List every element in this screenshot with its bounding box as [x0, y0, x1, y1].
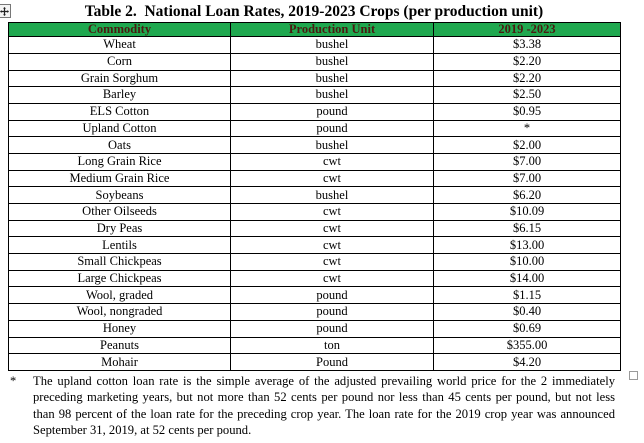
- table-row: Oats bushel $2.00: [8, 136, 621, 154]
- table-row: Large Chickpeas cwt $14.00: [8, 269, 621, 288]
- table-cell[interactable]: Large Chickpeas: [8, 269, 231, 288]
- table-cell[interactable]: $2.20: [433, 69, 621, 88]
- table-cell[interactable]: cwt: [230, 169, 434, 188]
- table-row: Wool, nongraded pound $0.40: [8, 303, 621, 321]
- table-row: Dry Peas cwt $6.15: [8, 219, 621, 238]
- loan-table-header: Commodity Production Unit 2019 -2023: [8, 21, 621, 38]
- table-cell[interactable]: Corn: [8, 52, 231, 71]
- table-cell[interactable]: $2.20: [433, 52, 621, 71]
- table-cell[interactable]: *: [433, 119, 621, 138]
- table-cell[interactable]: Wool, nongraded: [8, 303, 231, 321]
- table-row: Honey pound $0.69: [8, 319, 621, 338]
- table-cell[interactable]: bushel: [230, 52, 434, 71]
- table-cell[interactable]: Peanuts: [8, 336, 231, 355]
- table-cell[interactable]: bushel: [230, 186, 434, 204]
- four-way-arrow-glyph: [0, 6, 9, 16]
- table-row: Wheat bushel $3.38: [8, 36, 621, 54]
- table-row: Lentils cwt $13.00: [8, 236, 621, 255]
- column-header[interactable]: Production Unit: [230, 21, 434, 38]
- table-cell[interactable]: $1.15: [433, 286, 621, 305]
- table-cell[interactable]: $14.00: [433, 269, 621, 288]
- table-cell[interactable]: $3.38: [433, 36, 621, 54]
- table-cell[interactable]: pound: [230, 286, 434, 305]
- table-row: Medium Grain Rice cwt $7.00: [8, 169, 621, 188]
- table-cell[interactable]: $0.40: [433, 303, 621, 321]
- table-cell[interactable]: Mohair: [8, 353, 231, 371]
- table-cell[interactable]: Grain Sorghum: [8, 69, 231, 88]
- table-cell[interactable]: $0.69: [433, 319, 621, 338]
- table-cell[interactable]: Wheat: [8, 36, 231, 54]
- table-row: Long Grain Rice cwt $7.00: [8, 152, 621, 171]
- footnote-line: September 31, 2019, at 52 cents per poun…: [33, 423, 252, 438]
- table-cell[interactable]: pound: [230, 303, 434, 321]
- table-cell[interactable]: Pound: [230, 353, 434, 371]
- table-cell[interactable]: Soybeans: [8, 186, 231, 204]
- table-cell[interactable]: Oats: [8, 136, 231, 154]
- table-cell[interactable]: cwt: [230, 236, 434, 255]
- column-header[interactable]: 2019 -2023: [433, 21, 621, 38]
- table-cell[interactable]: cwt: [230, 253, 434, 271]
- table-cell[interactable]: bushel: [230, 86, 434, 104]
- table-row: Grain Sorghum bushel $2.20: [8, 69, 621, 88]
- loan-table: Commodity Production Unit 2019 -2023 Wheat…: [8, 21, 621, 371]
- table-cell[interactable]: pound: [230, 119, 434, 138]
- table-cell[interactable]: bushel: [230, 136, 434, 154]
- table-cell[interactable]: bushel: [230, 69, 434, 88]
- table-cell[interactable]: Dry Peas: [8, 219, 231, 238]
- table-cell[interactable]: Long Grain Rice: [8, 152, 231, 171]
- table-cell[interactable]: Lentils: [8, 236, 231, 255]
- table-row: ELS Cotton pound $0.95: [8, 102, 621, 121]
- table-cell[interactable]: cwt: [230, 269, 434, 288]
- table-cell[interactable]: $355.00: [433, 336, 621, 355]
- table-cell[interactable]: $4.20: [433, 353, 621, 371]
- table-cell[interactable]: ELS Cotton: [8, 102, 231, 121]
- table-row: Soybeans bushel $6.20: [8, 186, 621, 204]
- footnote-text: The upland cotton loan rate is the simpl…: [33, 373, 615, 439]
- table-cell[interactable]: Wool, graded: [8, 286, 231, 305]
- table-cell[interactable]: ton: [230, 336, 434, 355]
- column-header[interactable]: Commodity: [8, 21, 231, 38]
- table-cell[interactable]: cwt: [230, 219, 434, 238]
- table-row: Upland Cotton pound *: [8, 119, 621, 138]
- table-row: Barley bushel $2.50: [8, 86, 621, 104]
- table-row: Small Chickpeas cwt $10.00: [8, 253, 621, 271]
- footnote-line: preceding marketing years, but not more …: [33, 390, 615, 405]
- table-cell[interactable]: $2.50: [433, 86, 621, 104]
- table-cell[interactable]: $0.95: [433, 102, 621, 121]
- table-cell[interactable]: Medium Grain Rice: [8, 169, 231, 188]
- table-cell[interactable]: $7.00: [433, 152, 621, 171]
- table-title: Table 2. National Loan Rates, 2019-2023 …: [84, 3, 544, 20]
- table-cell[interactable]: Other Oilseeds: [8, 203, 231, 221]
- table-cell[interactable]: Small Chickpeas: [8, 253, 231, 271]
- table-cell[interactable]: $7.00: [433, 169, 621, 188]
- table-cell[interactable]: pound: [230, 319, 434, 338]
- header-row: Commodity Production Unit 2019 -2023: [8, 21, 621, 38]
- table-cell[interactable]: cwt: [230, 203, 434, 221]
- footnote-asterisk: *: [10, 374, 17, 388]
- table-cell[interactable]: cwt: [230, 152, 434, 171]
- anchor-square-icon: [629, 371, 638, 380]
- table-cell[interactable]: $6.15: [433, 219, 621, 238]
- loan-table-body: Wheat bushel $3.38 Corn bushel $2.20 Grain Sor…: [8, 36, 621, 371]
- table-cell[interactable]: bushel: [230, 36, 434, 54]
- table-row: Wool, graded pound $1.15: [8, 286, 621, 305]
- table-row: Mohair Pound $4.20: [8, 353, 621, 371]
- table-row: Other Oilseeds cwt $10.09: [8, 203, 621, 221]
- table-cell[interactable]: $13.00: [433, 236, 621, 255]
- table-row: Corn bushel $2.20: [8, 52, 621, 71]
- table-cell[interactable]: Upland Cotton: [8, 119, 231, 138]
- table-cell[interactable]: Honey: [8, 319, 231, 338]
- table-cell[interactable]: $10.09: [433, 203, 621, 221]
- footnote-line: than 98 percent of the loan rate for the…: [33, 406, 615, 421]
- table-row: Peanuts ton $355.00: [8, 336, 621, 355]
- table-cell[interactable]: $2.00: [433, 136, 621, 154]
- table-move-handle-icon[interactable]: [0, 4, 11, 18]
- table-cell[interactable]: pound: [230, 102, 434, 121]
- table-cell[interactable]: Barley: [8, 86, 231, 104]
- footnote-line: The upland cotton loan rate is the simpl…: [33, 374, 615, 388]
- table-cell[interactable]: $10.00: [433, 253, 621, 271]
- table-cell[interactable]: $6.20: [433, 186, 621, 204]
